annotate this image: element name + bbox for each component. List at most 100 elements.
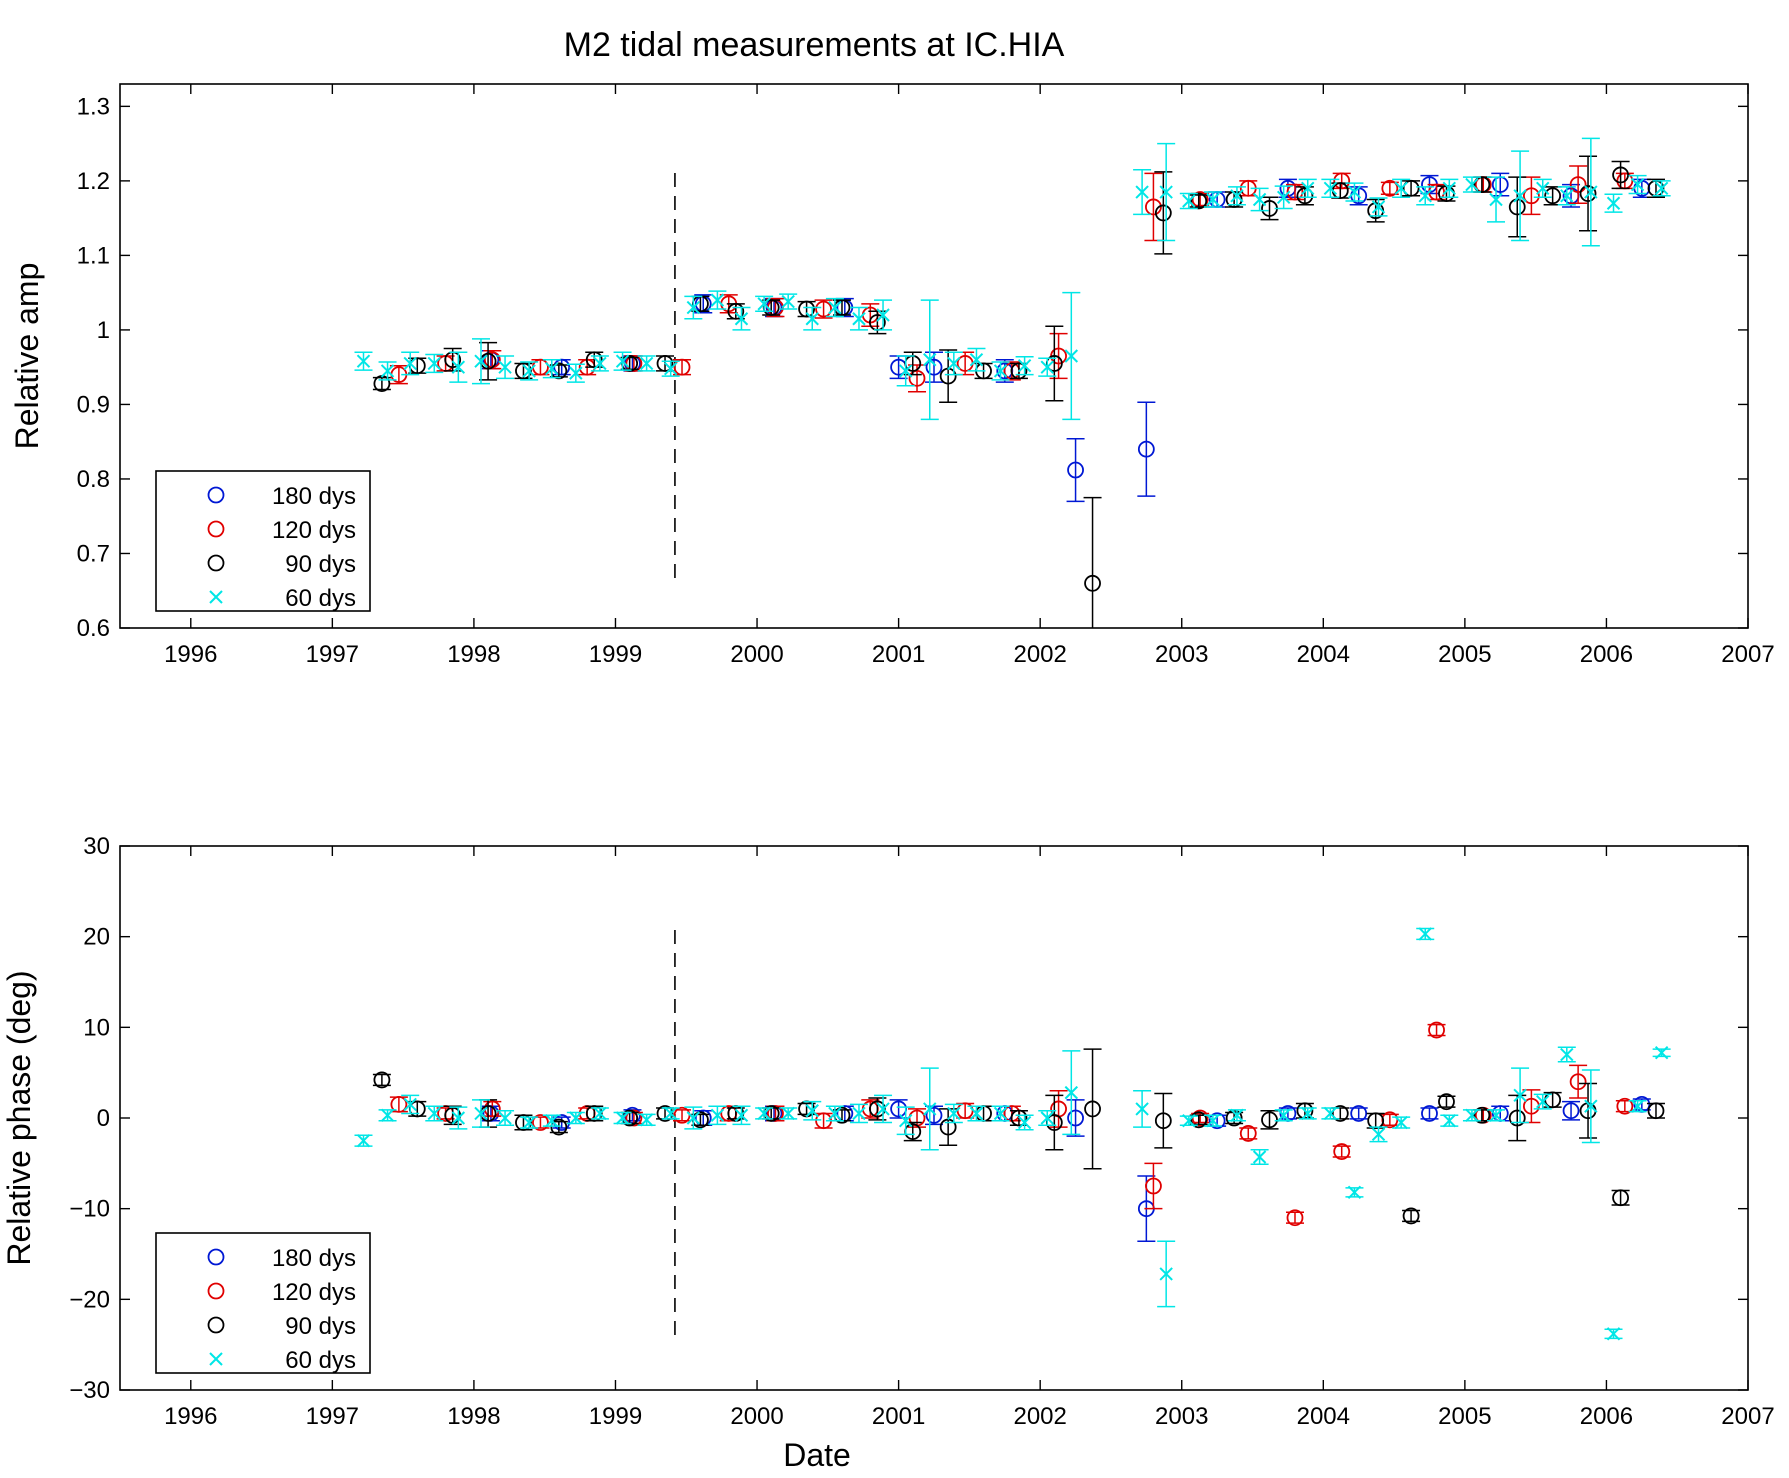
- x-marker-stroke: [757, 297, 771, 311]
- legend-marker: [207, 1248, 225, 1266]
- data-point: [923, 1102, 937, 1116]
- legend: 180 dys 120 dys 90 dys 60 dys: [155, 470, 371, 612]
- data-point: [876, 308, 890, 322]
- x-marker-stroke: [923, 1102, 937, 1116]
- data-point: [805, 1104, 819, 1118]
- data-point: [1560, 189, 1574, 203]
- data-point: [925, 1106, 943, 1124]
- data-point: [815, 300, 832, 318]
- data-point: [1513, 189, 1527, 203]
- x-tick-label: 2002: [1013, 1403, 1066, 1430]
- data-point: [805, 312, 819, 326]
- y-tick-label: 1.2: [77, 168, 110, 195]
- data-point: [1010, 362, 1028, 380]
- y-tick-label: −20: [69, 1286, 110, 1313]
- x-tick-label: 2005: [1438, 641, 1491, 668]
- legend-marker: [207, 520, 225, 538]
- data-point: [522, 1115, 536, 1130]
- x-tick-label: 2001: [872, 641, 925, 668]
- y-tick-label: 1.1: [77, 242, 110, 269]
- data-point: [1333, 172, 1351, 190]
- data-point: [585, 351, 603, 369]
- legend-label: 120 dys: [272, 517, 356, 544]
- data-point: [828, 1106, 842, 1121]
- data-point: [532, 1114, 549, 1131]
- data-point: [1562, 1102, 1580, 1120]
- x-marker-stroke: [403, 356, 417, 371]
- data-point: [498, 360, 512, 374]
- y-tick-label: 0.7: [77, 540, 110, 567]
- x-marker-stroke: [1347, 1185, 1362, 1200]
- y-tick-label: 20: [83, 924, 110, 951]
- data-point: [898, 364, 913, 378]
- y-tick-label: 30: [83, 833, 110, 860]
- data-point: [1017, 1115, 1032, 1130]
- y-tick-label: 0.6: [77, 615, 110, 642]
- x-marker-stroke: [380, 364, 395, 378]
- x-tick-label: 2002: [1013, 641, 1066, 668]
- data-point: [1333, 1143, 1351, 1160]
- data-layer: [354, 137, 1671, 628]
- x-axis-title: Date: [783, 1437, 851, 1473]
- series-90-dys: [372, 1048, 1665, 1225]
- x-marker-stroke: [1040, 1111, 1054, 1125]
- x-marker-stroke: [569, 1111, 583, 1125]
- data-point: [380, 364, 395, 378]
- x-marker-stroke: [356, 1133, 371, 1148]
- data-point: [639, 1113, 654, 1127]
- legend-label: 120 dys: [272, 1279, 356, 1306]
- x-marker-stroke: [1489, 1108, 1503, 1122]
- x-marker-stroke: [852, 312, 866, 326]
- y-tick-label: −30: [69, 1377, 110, 1404]
- data-point: [686, 1111, 701, 1125]
- data-point: [1579, 185, 1597, 202]
- data-point: [852, 1106, 866, 1121]
- data-point: [1465, 1108, 1479, 1122]
- data-point: [947, 356, 961, 371]
- data-point: [993, 364, 1008, 378]
- series-180-dys: [481, 172, 1651, 503]
- x-marker-stroke: [1301, 181, 1315, 196]
- x-marker-stroke: [993, 1106, 1008, 1121]
- x-marker-stroke: [545, 361, 559, 376]
- data-point: [569, 366, 583, 380]
- x-marker-stroke: [1394, 181, 1408, 196]
- x-marker-stroke: [1064, 349, 1079, 363]
- data-point: [876, 1102, 890, 1116]
- x-marker-stroke: [403, 1097, 417, 1112]
- x-marker-stroke: [947, 356, 961, 371]
- data-point: [757, 297, 771, 311]
- data-point: [550, 1118, 568, 1136]
- x-marker-stroke: [1418, 927, 1432, 941]
- data-point: [1135, 1102, 1149, 1116]
- x-marker-stroke: [1017, 1115, 1032, 1130]
- data-point: [1606, 1327, 1621, 1341]
- x-marker-stroke: [1064, 1085, 1079, 1100]
- legend-label: 90 dys: [285, 1313, 356, 1340]
- phase-panel: 1996 1997 1998 1999 2000 2001 2002 2003 2004 2005…: [1, 833, 1775, 1430]
- data-point: [1064, 1085, 1079, 1100]
- data-point: [1630, 1099, 1645, 1113]
- x-marker-stroke: [1323, 181, 1338, 196]
- data-point: [615, 354, 630, 368]
- data-point: [1084, 1100, 1101, 1118]
- data-point: [1347, 185, 1362, 199]
- x-marker-stroke: [522, 364, 536, 378]
- data-point: [380, 1108, 395, 1122]
- x-marker-stroke: [898, 1114, 913, 1128]
- data-point: [727, 302, 745, 320]
- x-tick-label: 2007: [1721, 1403, 1774, 1430]
- data-point: [1159, 185, 1173, 199]
- x-marker-stroke: [1560, 1047, 1574, 1062]
- data-point: [1154, 1112, 1172, 1130]
- data-point: [663, 361, 678, 376]
- x-marker-stroke: [1182, 1114, 1196, 1128]
- x-marker-stroke: [1513, 1088, 1527, 1103]
- x-tick-label: 1998: [447, 1403, 500, 1430]
- data-point: [1438, 1093, 1455, 1111]
- data-point: [947, 1106, 961, 1121]
- x-marker-stroke: [1584, 1099, 1598, 1113]
- data-point: [1067, 1109, 1084, 1127]
- legend-label: 60 dys: [285, 1347, 356, 1374]
- data-point: [710, 293, 725, 307]
